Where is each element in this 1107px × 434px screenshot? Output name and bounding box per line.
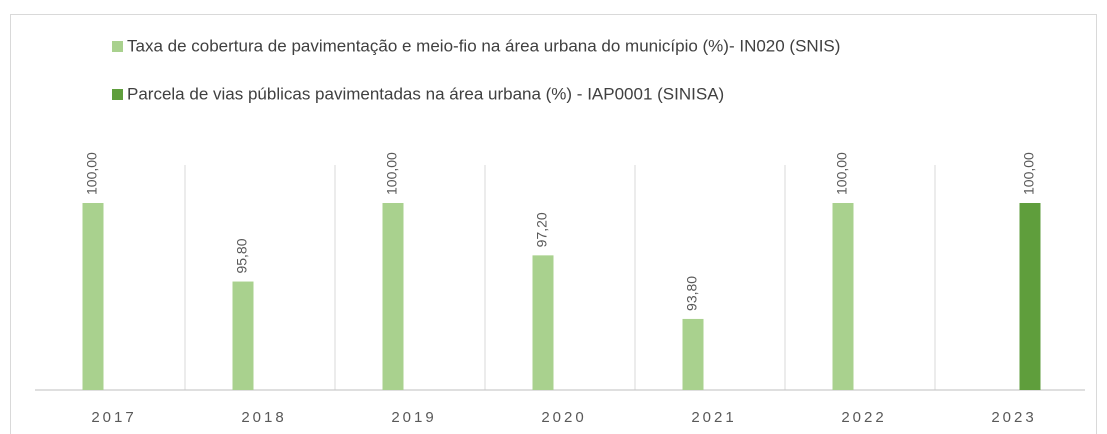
bar <box>532 255 554 390</box>
data-label: 97,20 <box>534 212 550 247</box>
data-label: 95,80 <box>234 238 250 273</box>
x-tick-label: 2020 <box>541 409 586 426</box>
bar <box>682 318 704 390</box>
data-label: 100,00 <box>1021 152 1037 195</box>
bar <box>832 203 854 390</box>
x-tick-label: 2019 <box>391 409 436 426</box>
x-tick-label: 2018 <box>241 409 286 426</box>
bar <box>382 203 404 390</box>
bar <box>82 203 104 390</box>
bar <box>232 281 254 390</box>
legend-swatch <box>112 41 123 52</box>
x-tick-label: 2021 <box>691 409 736 426</box>
data-label: 100,00 <box>384 152 400 195</box>
x-tick-label: 2017 <box>91 409 136 426</box>
legend-label: Taxa de cobertura de pavimentação e meio… <box>127 36 840 55</box>
data-label: 93,80 <box>684 276 700 311</box>
data-label: 100,00 <box>84 152 100 195</box>
legend-swatch <box>112 89 123 100</box>
x-tick-label: 2022 <box>841 409 886 426</box>
data-label: 100,00 <box>834 152 850 195</box>
x-tick-label: 2023 <box>991 409 1036 426</box>
bar <box>1019 203 1041 390</box>
legend-label: Parcela de vias públicas pavimentadas na… <box>127 84 724 103</box>
